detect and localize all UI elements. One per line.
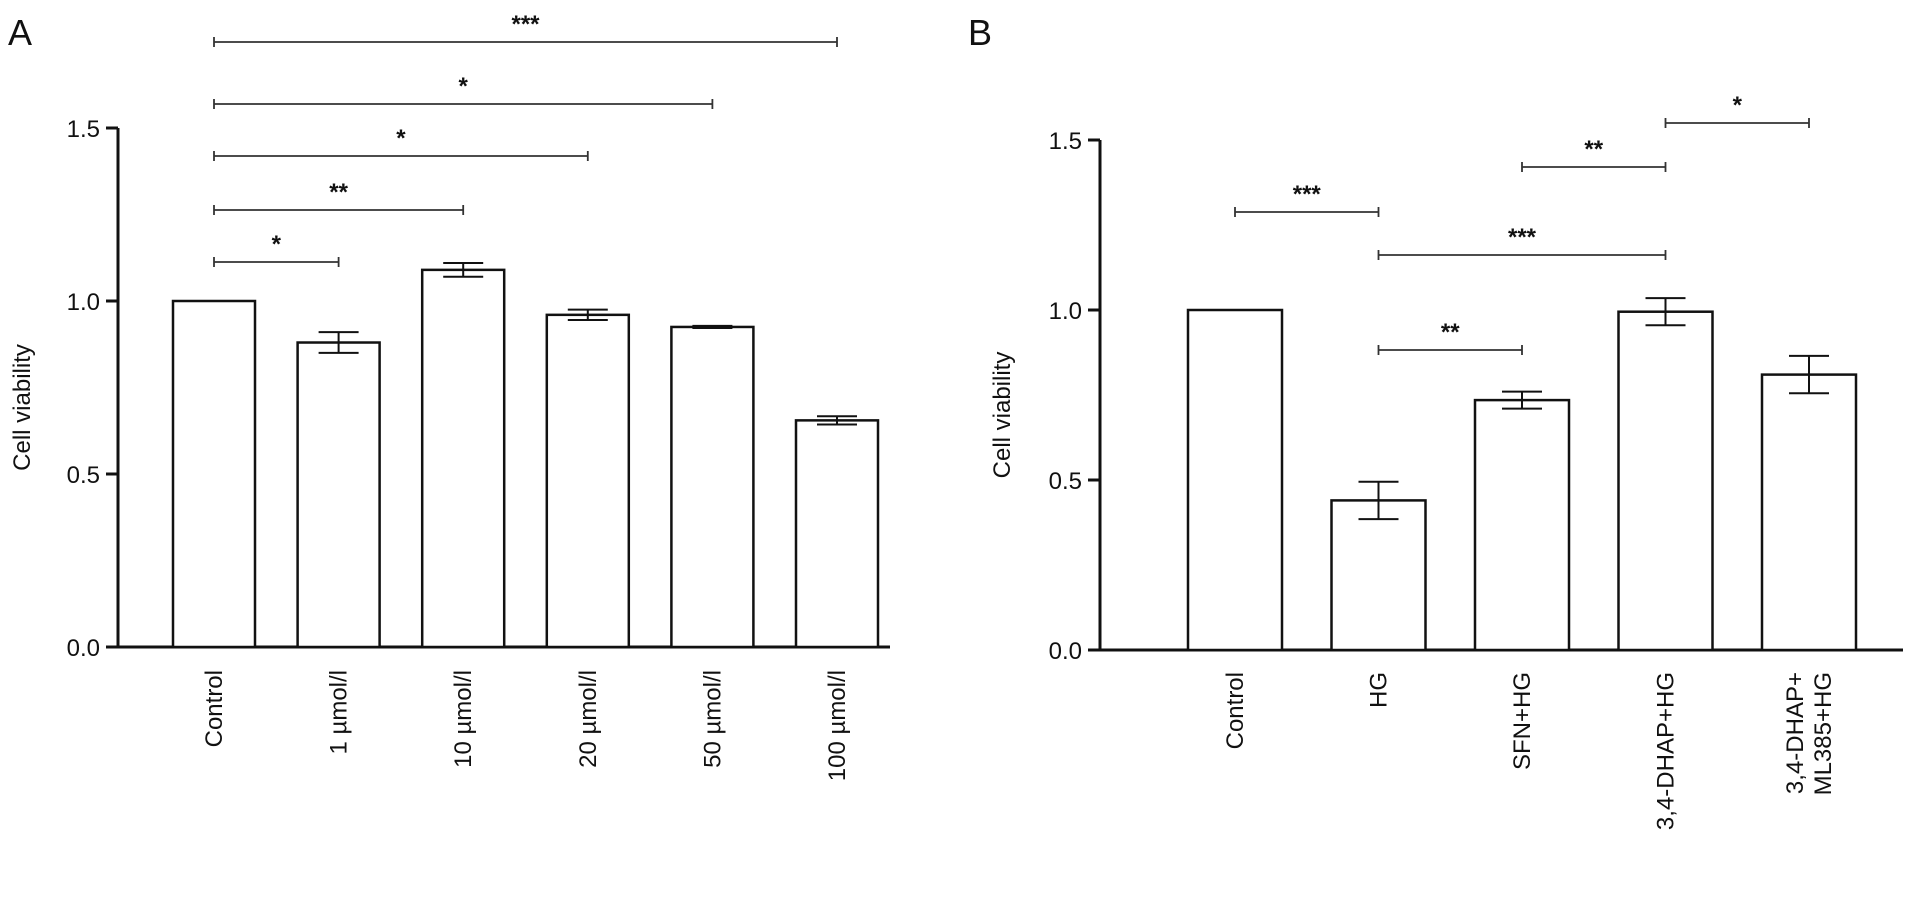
significance-label: **: [1584, 136, 1603, 163]
bar: [171, 299, 257, 649]
y-tick-label: 0.5: [1049, 468, 1082, 495]
significance-label: *: [396, 125, 406, 152]
y-tick-label: 0.0: [67, 635, 100, 662]
category-label: 10 µmol/l: [450, 670, 477, 768]
category-label: HG: [1366, 672, 1393, 708]
significance-label: **: [329, 179, 348, 206]
bar: [1760, 373, 1858, 652]
bar: [1617, 310, 1714, 652]
bar: [1330, 499, 1427, 652]
y-tick-label: 1.0: [67, 289, 100, 316]
bar: [1473, 398, 1571, 652]
significance-label: ***: [1508, 224, 1537, 251]
y-tick-label: 1.5: [1049, 128, 1082, 155]
significance-label: *: [272, 231, 282, 258]
y-tick-label: 1.5: [67, 116, 100, 143]
category-label: 3,4-DHAP+HG: [1653, 672, 1680, 830]
bar: [670, 325, 755, 649]
category-label: 20 µmol/l: [575, 670, 602, 768]
panel-b-chart: 0.0 0.5 1.0 1.5 Cell viability Control HG SFN+H…: [989, 92, 1903, 830]
significance-label: *: [1733, 92, 1743, 119]
significance-label: ***: [511, 11, 540, 38]
panel-a-label: A: [8, 12, 32, 53]
panel-a-chart: 0.0 0.5 1.0 1.5 Cell viability Control 1 µmol/…: [9, 11, 890, 781]
y-tick-label: 0.0: [1049, 638, 1082, 665]
category-label: ML385+HG: [1810, 672, 1837, 795]
significance-label: *: [459, 73, 469, 100]
panel-b-label: B: [968, 12, 992, 53]
bar: [794, 419, 880, 649]
bar: [420, 268, 506, 649]
y-tick-label: 0.5: [67, 462, 100, 489]
y-tick-label: 1.0: [1049, 298, 1082, 325]
bar: [1186, 308, 1284, 652]
category-label: Control: [201, 670, 228, 747]
significance-label: **: [1441, 319, 1460, 346]
significance-label: ***: [1293, 181, 1322, 208]
category-label: 100 µmol/l: [824, 670, 851, 781]
bar: [545, 313, 631, 649]
category-label: Control: [1222, 672, 1249, 749]
category-label: 50 µmol/l: [699, 670, 726, 768]
y-axis-title: Cell viability: [989, 352, 1016, 479]
category-label: SFN+HG: [1509, 672, 1536, 770]
category-label: 1 µmol/l: [326, 670, 353, 755]
bar: [296, 341, 381, 649]
y-axis-title: Cell viability: [9, 344, 36, 471]
category-label: 3,4-DHAP+: [1782, 672, 1809, 794]
